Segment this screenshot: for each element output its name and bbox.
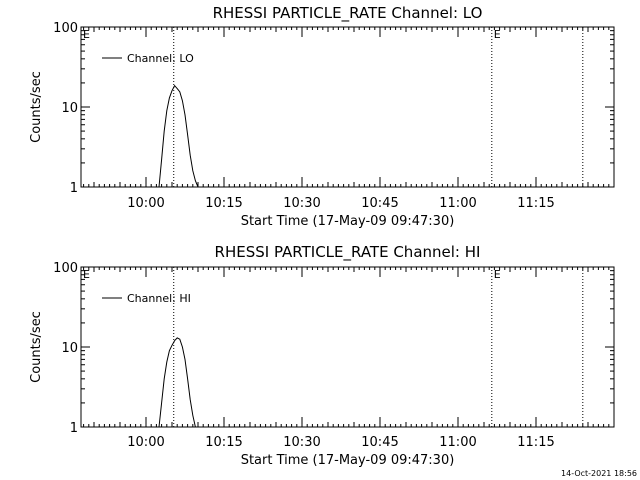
panel1-y-tick-label: 10 [61,101,78,116]
panel1-x-tick-label: 10:30 [283,196,320,211]
panel2-y-axis-label: Counts/sec [29,311,44,383]
panel1-x-tick-label: 11:00 [439,196,476,211]
panel1-y-axis-label: Counts/sec [29,71,44,143]
panel2-y-tick-label: 1 [70,421,78,436]
panel2-x-axis-label: Start Time (17-May-09 09:47:30) [241,453,455,468]
panel1-x-axis-label: Start Time (17-May-09 09:47:30) [241,214,455,229]
panel1-x-tick-label: 11:15 [517,196,554,211]
panel1-x-tick-label: 10:15 [205,196,242,211]
panel2-y-tick-label: 10 [61,341,78,356]
panel2-event-marker: E [494,268,501,281]
timestamp: 14-Oct-2021 18:56 [561,469,637,478]
panel2-x-tick-label: 10:30 [283,435,320,450]
panel1-event-marker: E [83,28,90,41]
panel1-y-tick-label: 100 [53,21,78,36]
panel1-legend-label: Channel: LO [127,52,194,65]
panel2-series-line [158,337,196,428]
panel2-x-tick-label: 10:45 [361,435,398,450]
panel2-legend-label: Channel: HI [127,292,191,305]
panel2-event-marker: E [83,268,90,281]
panel2-title: RHESSI PARTICLE_RATE Channel: HI [215,243,481,262]
panel2-x-tick-label: 10:15 [205,435,242,450]
panel1-title: RHESSI PARTICLE_RATE Channel: LO [213,4,483,23]
panel2-plot-frame [80,266,615,428]
panel2-x-tick-label: 11:15 [517,435,554,450]
panel1-y-tick-label: 1 [70,181,78,196]
panel1-series-line [158,84,199,188]
panel2-y-tick-label: 100 [53,261,78,276]
panel1-x-tick-label: 10:00 [127,196,164,211]
panel1-x-tick-label: 10:45 [361,196,398,211]
panel1-event-marker: E [494,28,501,41]
panel2-x-tick-label: 11:00 [439,435,476,450]
panel2-x-tick-label: 10:00 [127,435,164,450]
